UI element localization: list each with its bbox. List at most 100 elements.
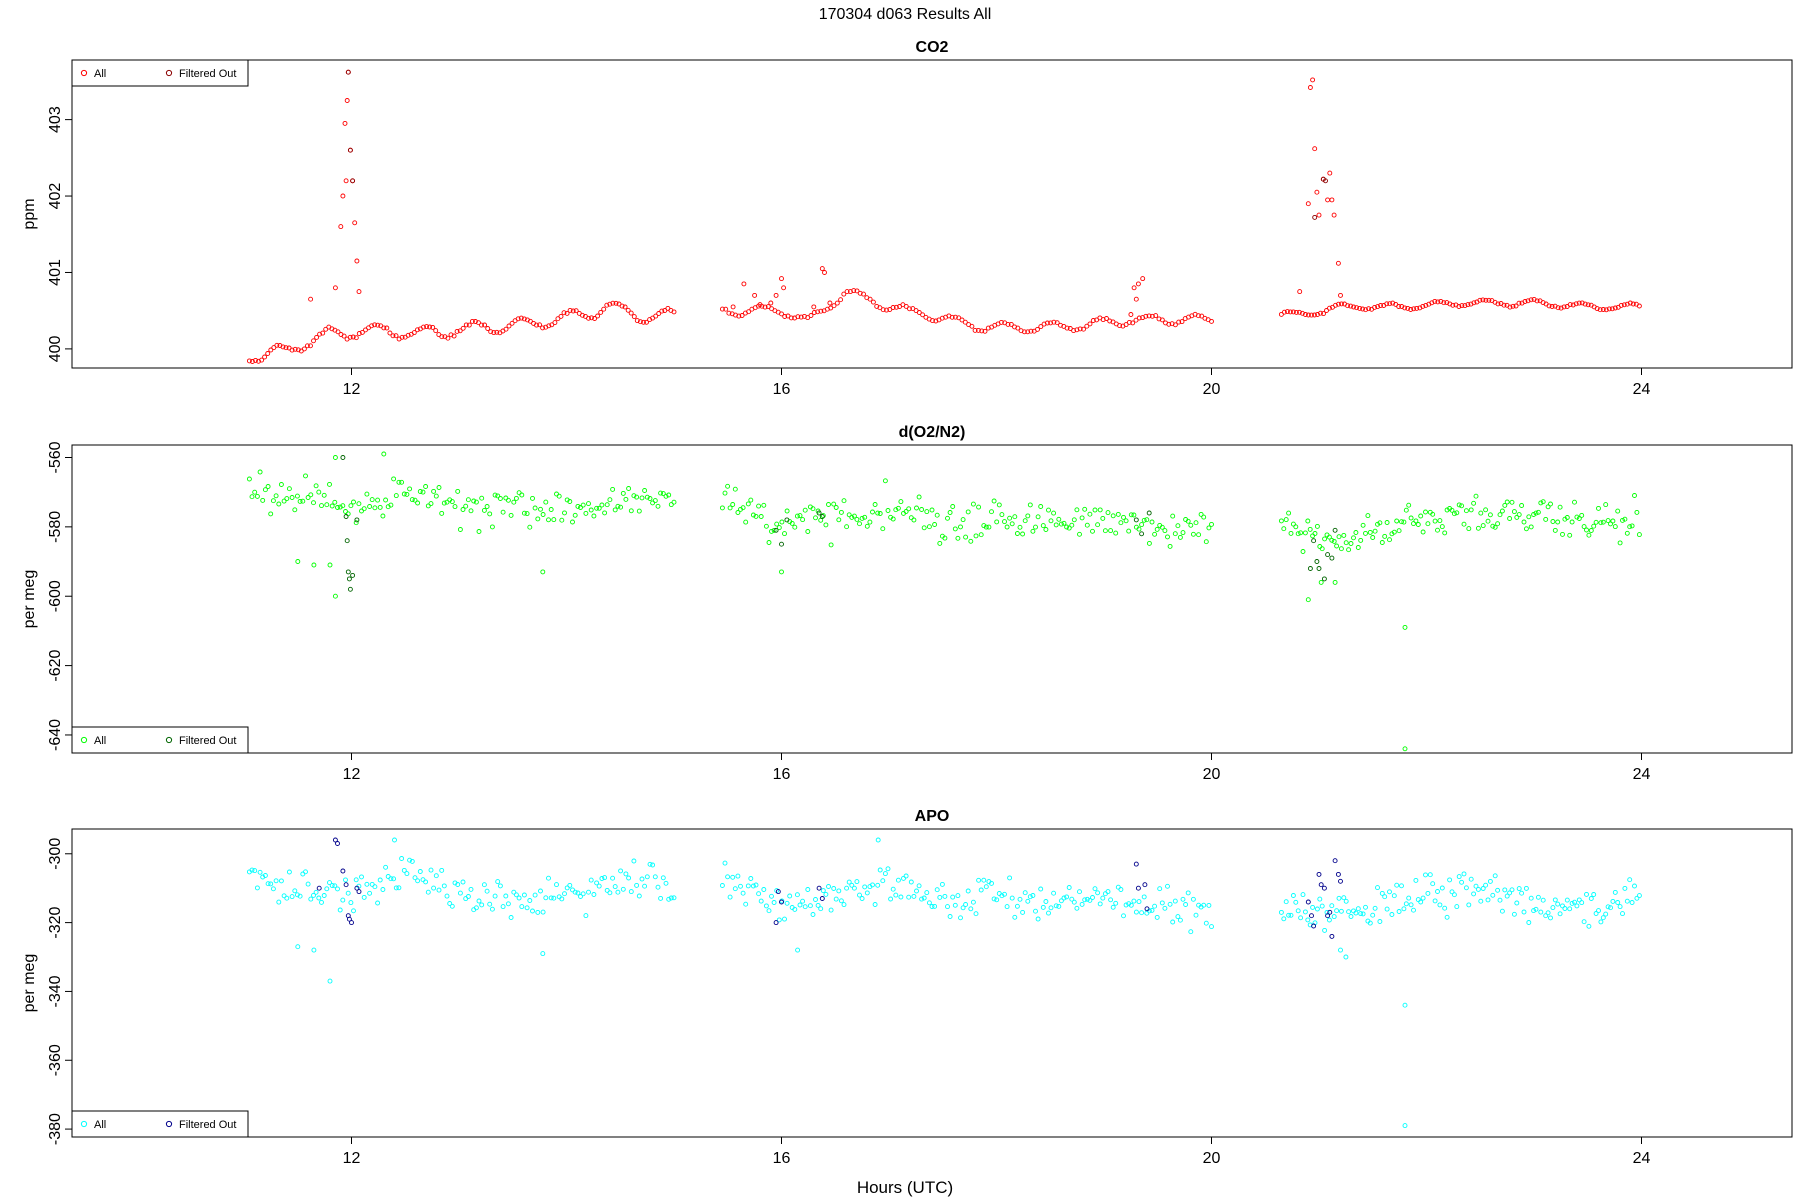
- data-point: [634, 882, 640, 888]
- data-point: [436, 887, 442, 893]
- data-point: [468, 508, 474, 514]
- data-point: [730, 502, 736, 507]
- data-point: [963, 534, 969, 540]
- data-point: [554, 491, 559, 497]
- data-point: [634, 318, 640, 324]
- data-point: [1206, 902, 1212, 908]
- data-point: [1196, 532, 1202, 538]
- data-point: [1149, 907, 1155, 913]
- data-point: [420, 489, 426, 495]
- data-point: [1528, 895, 1534, 901]
- data-point: [351, 499, 356, 505]
- data-point: [864, 890, 870, 896]
- data-point: [332, 499, 338, 505]
- data-point: [1038, 324, 1044, 330]
- data-point: [1442, 905, 1448, 911]
- data-point: [452, 504, 458, 510]
- data-point: [521, 892, 527, 898]
- data-point: [743, 519, 749, 525]
- data-point: [580, 502, 586, 508]
- data-point: [1305, 899, 1311, 905]
- data-point: [1043, 527, 1049, 532]
- data-point: [1201, 902, 1207, 908]
- data-point: [1162, 905, 1168, 911]
- data-point: [1360, 911, 1366, 917]
- data-point: [1142, 882, 1148, 888]
- data-point: [937, 894, 943, 900]
- data-point: [1133, 517, 1139, 523]
- data-point: [1550, 519, 1556, 524]
- data-point: [1126, 528, 1132, 534]
- data-point: [1071, 899, 1077, 905]
- data-point: [532, 505, 538, 511]
- data-point: [1107, 318, 1113, 324]
- data-point: [1516, 512, 1522, 518]
- data-point: [870, 299, 876, 305]
- data-point: [604, 887, 610, 893]
- data-point: [1064, 894, 1070, 900]
- data-point: [1053, 903, 1059, 909]
- data-point: [816, 510, 822, 516]
- data-point: [268, 347, 274, 353]
- data-point: [1370, 535, 1376, 540]
- data-point: [482, 322, 488, 328]
- data-point: [1048, 905, 1054, 911]
- data-point: [857, 521, 862, 527]
- panel-title: APO: [915, 808, 950, 825]
- data-point: [1355, 545, 1361, 550]
- data-point: [1071, 328, 1077, 334]
- data-point: [567, 882, 573, 888]
- data-point: [819, 896, 825, 901]
- data-point: [1357, 305, 1363, 311]
- data-point: [1314, 523, 1320, 529]
- data-point: [740, 890, 746, 896]
- data-point: [618, 868, 624, 874]
- data-point: [811, 304, 817, 310]
- data-point: [540, 325, 546, 331]
- data-point: [1624, 898, 1630, 904]
- data-point: [756, 503, 762, 509]
- data-point: [1531, 512, 1537, 517]
- data-point: [926, 524, 932, 530]
- data-point: [1322, 927, 1328, 933]
- data-point: [1284, 309, 1290, 315]
- data-point: [1387, 537, 1392, 543]
- data-point: [1561, 304, 1567, 310]
- data-point: [460, 507, 466, 512]
- data-point: [820, 888, 826, 894]
- data-point: [308, 343, 313, 349]
- data-point: [532, 892, 538, 898]
- data-point: [655, 884, 661, 890]
- data-point: [960, 517, 966, 523]
- data-point: [356, 331, 362, 336]
- data-point: [354, 258, 360, 264]
- data-point: [1456, 502, 1462, 508]
- data-point: [1502, 502, 1508, 508]
- data-point: [639, 495, 645, 501]
- data-point: [300, 498, 306, 504]
- data-point: [1143, 313, 1149, 319]
- data-point: [1432, 518, 1438, 524]
- data-point: [950, 894, 956, 900]
- data-point: [833, 896, 839, 902]
- data-point: [1354, 305, 1360, 311]
- data-point: [567, 307, 573, 313]
- data-point: [297, 893, 303, 899]
- data-point: [1305, 597, 1311, 603]
- data-point: [884, 307, 889, 313]
- data-point: [1332, 527, 1338, 533]
- data-point: [973, 533, 979, 539]
- data-point: [1603, 911, 1609, 917]
- data-point: [1084, 323, 1090, 329]
- data-point: [511, 499, 517, 505]
- data-point: [1069, 896, 1075, 902]
- data-point: [596, 883, 602, 889]
- data-point: [782, 531, 787, 537]
- data-point: [1035, 514, 1041, 520]
- data-point: [750, 883, 756, 889]
- data-point: [1636, 303, 1642, 309]
- data-point: [441, 500, 447, 506]
- data-point: [588, 507, 594, 513]
- data-point: [911, 893, 917, 899]
- data-point: [1298, 915, 1304, 921]
